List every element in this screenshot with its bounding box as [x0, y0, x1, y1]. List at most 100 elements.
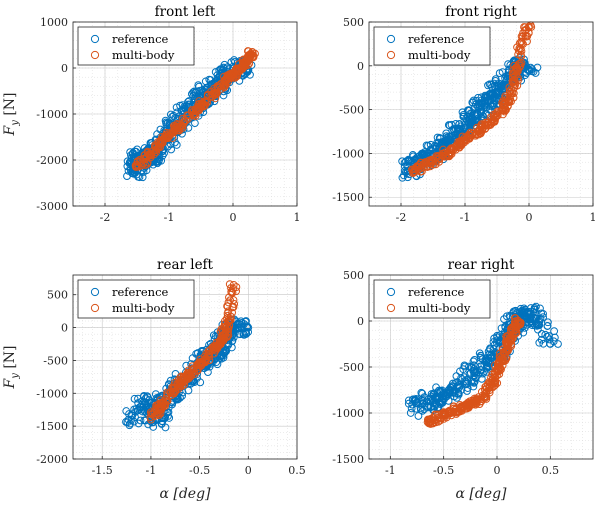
data-point	[194, 81, 203, 90]
x-tick-label: 0.5	[542, 464, 560, 477]
data-point	[469, 382, 478, 391]
data-point	[130, 394, 139, 403]
data-point	[508, 88, 517, 97]
data-point	[408, 165, 416, 174]
data-point	[171, 138, 179, 147]
data-point	[543, 332, 551, 341]
data-point	[172, 141, 181, 149]
data-point	[455, 383, 463, 392]
data-point	[465, 134, 474, 143]
data-point	[158, 138, 167, 147]
data-point	[248, 53, 257, 62]
data-point	[433, 138, 441, 147]
data-point	[475, 103, 484, 112]
data-point	[525, 66, 533, 75]
data-point	[475, 349, 484, 358]
legend-box	[373, 279, 491, 319]
legend: reference multi-body	[77, 26, 195, 66]
y-tick-label: -1000	[36, 108, 68, 121]
data-point	[528, 321, 537, 330]
data-point	[490, 341, 499, 350]
axes-box	[368, 21, 594, 207]
data-point	[185, 370, 194, 378]
data-point	[554, 340, 562, 348]
data-point	[509, 78, 518, 87]
data-point	[417, 158, 426, 167]
data-point	[403, 173, 412, 182]
data-point	[444, 389, 453, 398]
y-tick-label: 0	[61, 322, 68, 335]
data-point	[136, 155, 144, 164]
data-point	[151, 411, 160, 420]
y-tick-label: 0	[357, 60, 364, 73]
data-point	[426, 397, 435, 406]
legend-box	[77, 26, 195, 66]
data-point	[189, 111, 198, 120]
data-point	[188, 354, 197, 363]
data-point	[481, 392, 490, 401]
y-axis-label: Fy [N]	[2, 93, 21, 137]
data-point	[495, 69, 504, 78]
data-point	[220, 64, 228, 73]
data-point	[223, 302, 232, 311]
data-point	[156, 125, 165, 134]
data-point	[122, 407, 131, 415]
data-point	[470, 369, 479, 378]
y-tick-label: 1000	[40, 16, 68, 29]
data-point	[516, 44, 525, 53]
data-point	[233, 323, 242, 332]
data-point	[463, 400, 472, 409]
data-point	[410, 395, 419, 404]
data-point	[481, 97, 490, 106]
x-tick-label: 0	[245, 464, 252, 477]
data-point	[199, 99, 207, 108]
x-tick-label: 0.5	[288, 464, 306, 477]
data-point	[531, 321, 540, 330]
data-point	[151, 141, 159, 149]
data-point	[511, 325, 520, 333]
y-tick-label: 0	[61, 62, 68, 75]
panel-rear-right: -1 -0.5 0 0.5 -1500 -1000 -500 0 500 rear right α …	[332, 257, 594, 502]
y-tick-label: -500	[339, 361, 364, 374]
data-point	[546, 340, 555, 348]
legend-marker	[90, 287, 100, 297]
data-point	[413, 163, 422, 172]
x-tick-label: -1	[385, 464, 396, 477]
data-point	[244, 323, 253, 332]
legend-marker	[386, 50, 396, 60]
data-point	[513, 67, 522, 76]
data-point	[532, 314, 541, 323]
data-point	[517, 306, 526, 315]
data-point	[201, 357, 210, 366]
data-point	[427, 155, 436, 164]
y-tick-label: 500	[47, 289, 68, 302]
data-point	[456, 140, 464, 149]
data-point	[123, 418, 132, 427]
data-point	[511, 306, 520, 315]
data-point	[400, 166, 409, 175]
data-point	[453, 125, 462, 134]
data-point	[216, 339, 224, 348]
data-point	[539, 309, 547, 318]
legend-box	[77, 279, 195, 319]
data-point	[489, 112, 498, 121]
series-multi-body	[131, 47, 259, 171]
data-point	[228, 308, 236, 317]
legend-marker	[90, 50, 100, 60]
data-point	[541, 330, 550, 339]
data-point	[161, 400, 170, 409]
data-point	[134, 406, 142, 415]
legend-marker	[90, 34, 100, 44]
data-point	[420, 150, 429, 158]
y-tick-label: -2000	[36, 453, 68, 466]
data-point	[543, 322, 552, 330]
data-point	[510, 61, 518, 70]
data-point	[237, 317, 245, 326]
data-point	[132, 163, 140, 171]
data-point	[408, 151, 417, 159]
data-point	[171, 124, 180, 133]
data-point	[134, 394, 142, 403]
y-tick-label: 500	[343, 16, 364, 29]
data-point	[507, 97, 515, 106]
data-point	[430, 402, 439, 411]
